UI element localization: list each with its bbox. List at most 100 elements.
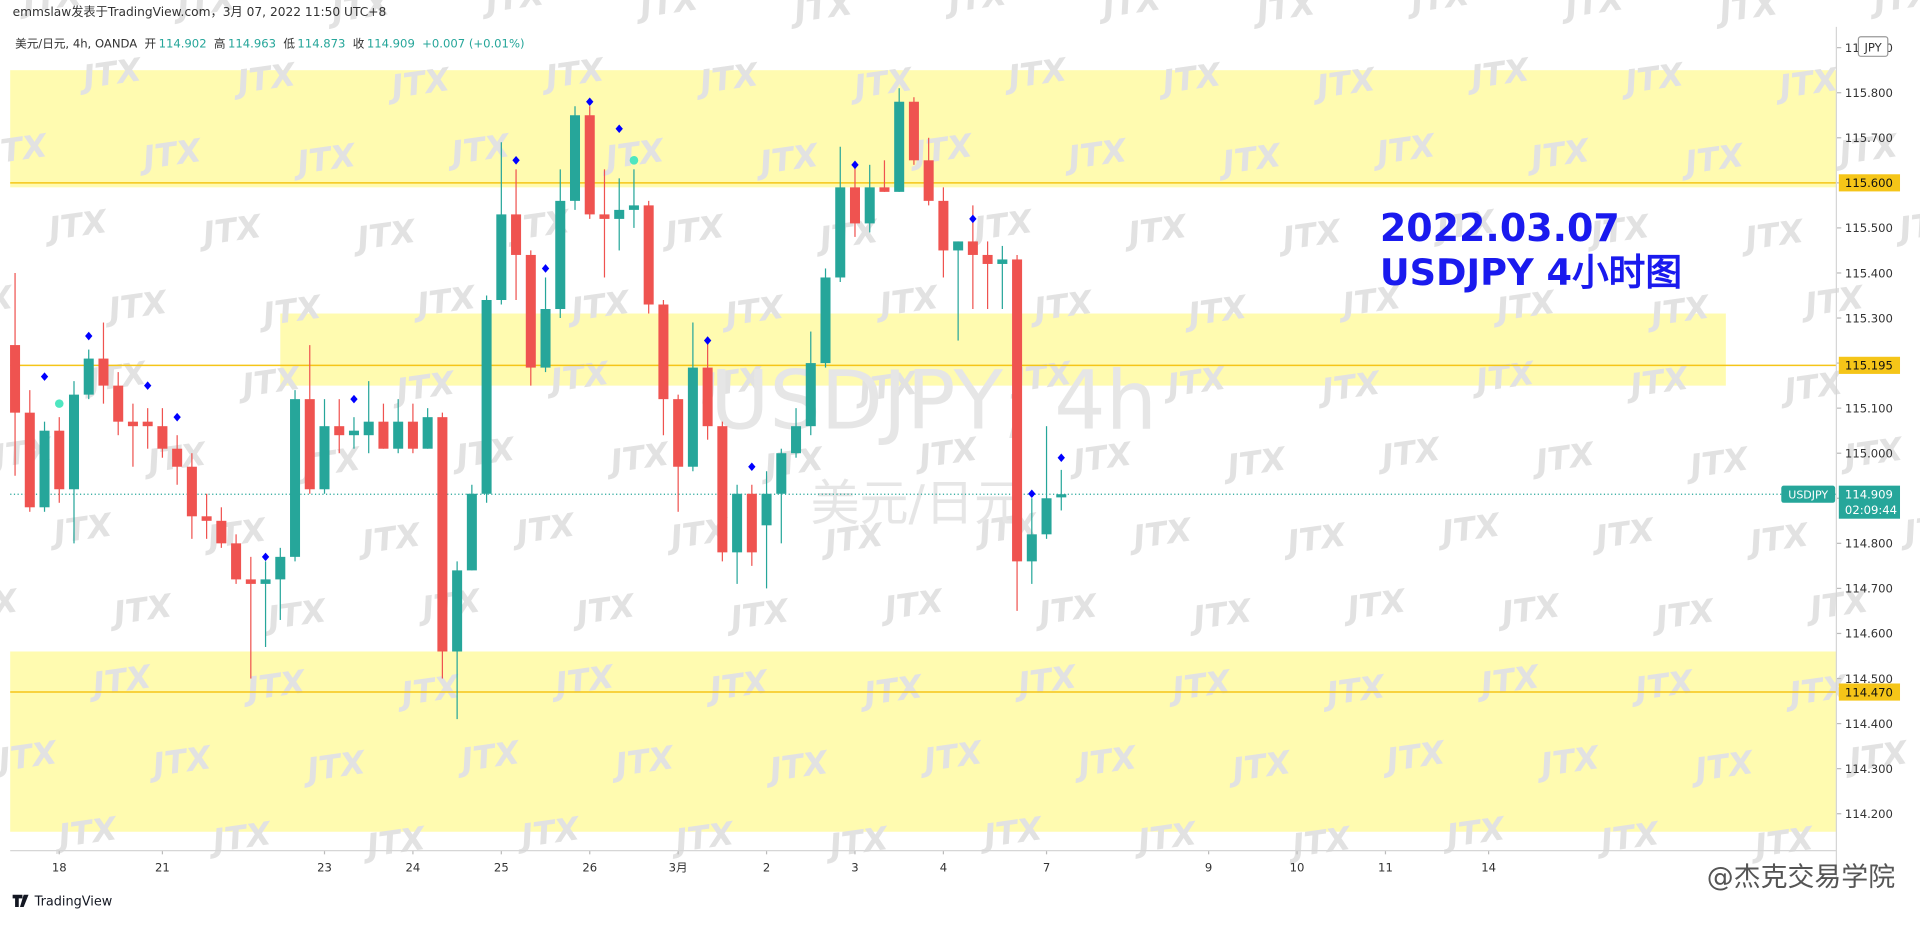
candle-body bbox=[835, 187, 846, 278]
watermark: JTX bbox=[1279, 515, 1349, 562]
watermark: JTX bbox=[1622, 359, 1692, 406]
watermark: JTX bbox=[0, 278, 16, 325]
watermark: JTX bbox=[1592, 814, 1662, 861]
watermark: JTX bbox=[1180, 288, 1250, 335]
currency-box bbox=[1857, 36, 1889, 57]
y-tick-label: 114.300 bbox=[1845, 762, 1893, 776]
watermark: JTX bbox=[1070, 738, 1140, 785]
y-tick-label: 115.500 bbox=[1845, 221, 1893, 235]
watermark: JTX bbox=[1284, 819, 1354, 866]
watermark: JTX bbox=[632, 0, 702, 26]
watermark: JTX bbox=[568, 586, 638, 633]
watermark: JTX bbox=[816, 515, 886, 562]
signal-diamond bbox=[851, 160, 859, 170]
symbol-label: USDJPY bbox=[1788, 489, 1828, 502]
watermark: JTX bbox=[1428, 202, 1498, 249]
watermark: JTX bbox=[547, 657, 617, 704]
watermark: JTX bbox=[1433, 505, 1503, 552]
name-watermark: 美元/日元 bbox=[811, 475, 1023, 532]
signal-diamond bbox=[586, 97, 594, 107]
legend-item: +0.007 (+0.01%) bbox=[422, 37, 524, 51]
x-tick-label: 3 bbox=[851, 860, 858, 874]
candle-body bbox=[746, 493, 757, 553]
watermark: JTX bbox=[1065, 434, 1135, 481]
watermark: JTX bbox=[0, 581, 21, 628]
symbol-watermark: USDJPY, 4h bbox=[710, 354, 1157, 448]
signal-diamond bbox=[969, 214, 977, 224]
last-price-label: 114.909 bbox=[1845, 488, 1893, 502]
watermark: JTX bbox=[1891, 202, 1920, 249]
signal-dot bbox=[54, 399, 64, 408]
candle-body bbox=[127, 421, 138, 427]
candle-body bbox=[466, 493, 477, 571]
watermark: JTX bbox=[752, 136, 822, 183]
x-tick-label: 10 bbox=[1290, 860, 1305, 874]
candle-body bbox=[879, 187, 890, 192]
candle-body bbox=[24, 412, 35, 508]
watermark: JTX bbox=[701, 662, 771, 709]
candle-body bbox=[776, 453, 787, 494]
watermark: JTX bbox=[1523, 131, 1593, 178]
watermark: JTX bbox=[1339, 581, 1409, 628]
watermark: JTX bbox=[1368, 126, 1438, 173]
brand: TradingView bbox=[34, 895, 113, 910]
signal-diamond bbox=[173, 412, 181, 422]
signal-diamond bbox=[350, 394, 358, 404]
x-tick-label: 11 bbox=[1378, 860, 1393, 874]
legend-item: 114.909 bbox=[367, 37, 415, 51]
zone bbox=[10, 70, 1837, 188]
ohlc-legend: 美元/日元, 4h, OANDA 开 114.902 高 114.963 低 114.873… bbox=[15, 37, 524, 51]
y-tick-label: 115.300 bbox=[1845, 311, 1893, 325]
legend-item: 收 bbox=[353, 37, 365, 51]
watermark: JTX bbox=[1309, 60, 1379, 107]
watermark: JTX bbox=[383, 60, 453, 107]
watermark: JTX bbox=[229, 55, 299, 102]
candle-body bbox=[407, 421, 418, 449]
watermark: JTX bbox=[876, 581, 946, 628]
candle-body bbox=[157, 426, 168, 449]
candle-body bbox=[923, 160, 934, 201]
candle-body bbox=[864, 187, 875, 224]
level-box bbox=[1838, 356, 1901, 374]
legend-item: 114.902 bbox=[159, 37, 207, 51]
y-tick-label: 115.700 bbox=[1845, 131, 1893, 145]
watermark: JTX bbox=[1865, 0, 1920, 21]
watermark: JTX bbox=[1687, 743, 1757, 790]
candle-body bbox=[231, 543, 242, 580]
candle-body bbox=[540, 309, 551, 368]
candle-body bbox=[1012, 259, 1023, 562]
candle-body bbox=[83, 358, 94, 395]
x-tick-label: 24 bbox=[406, 860, 421, 874]
watermark: JTX bbox=[692, 55, 762, 102]
credit: @杰克交易学院 bbox=[1707, 862, 1895, 893]
signal-diamond bbox=[1028, 489, 1036, 499]
candle-body bbox=[643, 205, 654, 305]
watermark: JTX bbox=[299, 743, 369, 790]
candle-body bbox=[142, 421, 153, 427]
watermark: JTX bbox=[1026, 283, 1096, 330]
candle-body bbox=[894, 101, 905, 192]
brand-logo bbox=[12, 894, 29, 907]
candle-body bbox=[614, 209, 625, 219]
watermark: JTX bbox=[50, 809, 120, 856]
watermark: JTX bbox=[1776, 363, 1846, 410]
watermark: JTX bbox=[477, 0, 547, 21]
legend-item: 低 bbox=[283, 37, 295, 51]
candle-body bbox=[511, 214, 522, 255]
watermark: JTX bbox=[260, 591, 330, 638]
watermark: JTX bbox=[846, 60, 916, 107]
watermark: JTX bbox=[1010, 657, 1080, 704]
x-tick-label: 4 bbox=[940, 860, 947, 874]
candle-body bbox=[555, 200, 566, 310]
watermark: JTX bbox=[1164, 662, 1234, 709]
watermark: JTX bbox=[597, 131, 667, 178]
candle-body bbox=[186, 466, 197, 517]
watermark-layer: JTX JTX JTX JTX JTX JTX JTX JTX JTX JTX JTX JTX JTX J… bbox=[0, 0, 1920, 866]
watermark: JTX bbox=[966, 202, 1036, 249]
candle-body bbox=[687, 367, 698, 467]
watermark: JTX bbox=[1831, 126, 1901, 173]
watermark: JTX bbox=[1438, 809, 1508, 856]
legend-item: 美元/日元, 4h, OANDA bbox=[15, 37, 137, 51]
watermark: JTX bbox=[414, 581, 484, 628]
